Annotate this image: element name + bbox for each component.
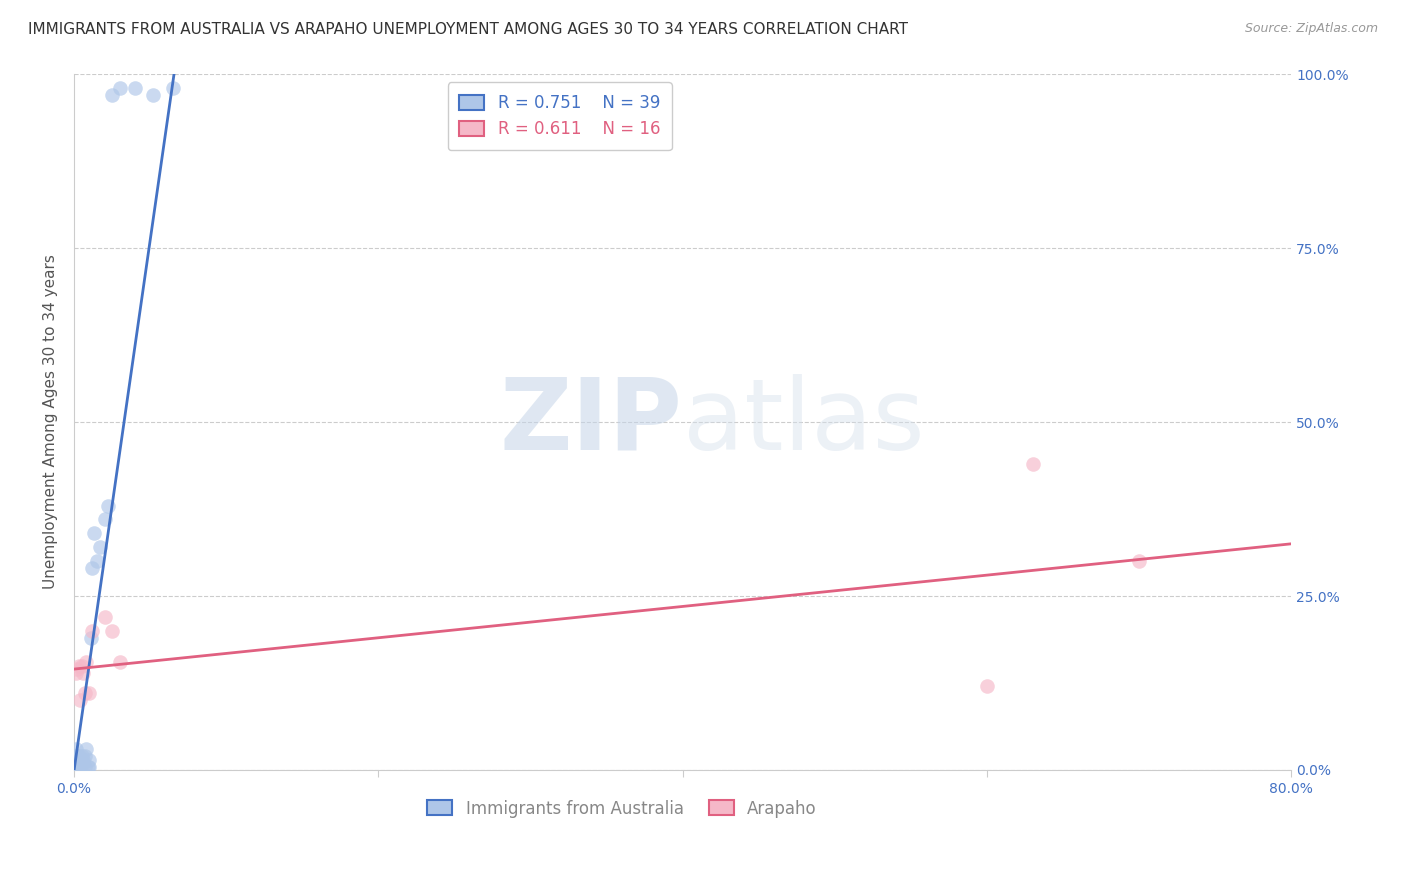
Point [65, 759, 87, 773]
Point [65, 756, 87, 770]
Point [73, 759, 96, 773]
Point [67, 749, 90, 764]
Point [70, 658, 93, 673]
Point [97, 499, 120, 513]
Point [75, 742, 97, 756]
Point [162, 81, 184, 95]
Point [70, 756, 93, 770]
Point [1021, 457, 1043, 471]
Point [67, 658, 90, 673]
Point [65, 756, 87, 770]
Point [73, 686, 96, 700]
Point [73, 749, 96, 764]
Point [70, 749, 93, 764]
Point [79, 753, 101, 767]
Point [1128, 554, 1150, 568]
Point [72, 665, 94, 680]
Point [67, 756, 90, 770]
Y-axis label: Unemployment Among Ages 30 to 34 years: Unemployment Among Ages 30 to 34 years [44, 254, 58, 590]
Point [86, 554, 108, 568]
Point [101, 87, 124, 102]
Point [76, 759, 98, 773]
Point [65, 665, 87, 680]
Point [976, 680, 998, 694]
Text: ZIP: ZIP [501, 374, 683, 470]
Point [93, 610, 115, 624]
Point [66, 756, 89, 770]
Text: atlas: atlas [683, 374, 924, 470]
Point [65, 756, 87, 770]
Point [67, 759, 90, 773]
Point [75, 655, 97, 669]
Point [72, 756, 94, 770]
Point [69, 759, 91, 773]
Point [79, 686, 101, 700]
Point [82, 561, 104, 575]
Point [69, 693, 91, 707]
Point [79, 759, 101, 773]
Point [108, 655, 131, 669]
Point [66, 756, 89, 770]
Point [82, 624, 104, 638]
Point [66, 662, 89, 676]
Point [124, 81, 146, 95]
Point [80, 631, 103, 645]
Point [89, 541, 111, 555]
Point [65, 759, 87, 773]
Point [69, 756, 91, 770]
Point [66, 759, 89, 773]
Point [142, 87, 165, 102]
Legend: Immigrants from Australia, Arapaho: Immigrants from Australia, Arapaho [420, 793, 823, 824]
Text: IMMIGRANTS FROM AUSTRALIA VS ARAPAHO UNEMPLOYMENT AMONG AGES 30 TO 34 YEARS CORR: IMMIGRANTS FROM AUSTRALIA VS ARAPAHO UNE… [28, 22, 908, 37]
Point [66, 749, 89, 764]
Point [108, 81, 131, 95]
Point [83, 526, 105, 541]
Point [72, 753, 94, 767]
Point [67, 753, 90, 767]
Point [65, 749, 87, 764]
Point [65, 742, 87, 756]
Point [93, 512, 115, 526]
Text: Source: ZipAtlas.com: Source: ZipAtlas.com [1244, 22, 1378, 36]
Point [101, 624, 124, 638]
